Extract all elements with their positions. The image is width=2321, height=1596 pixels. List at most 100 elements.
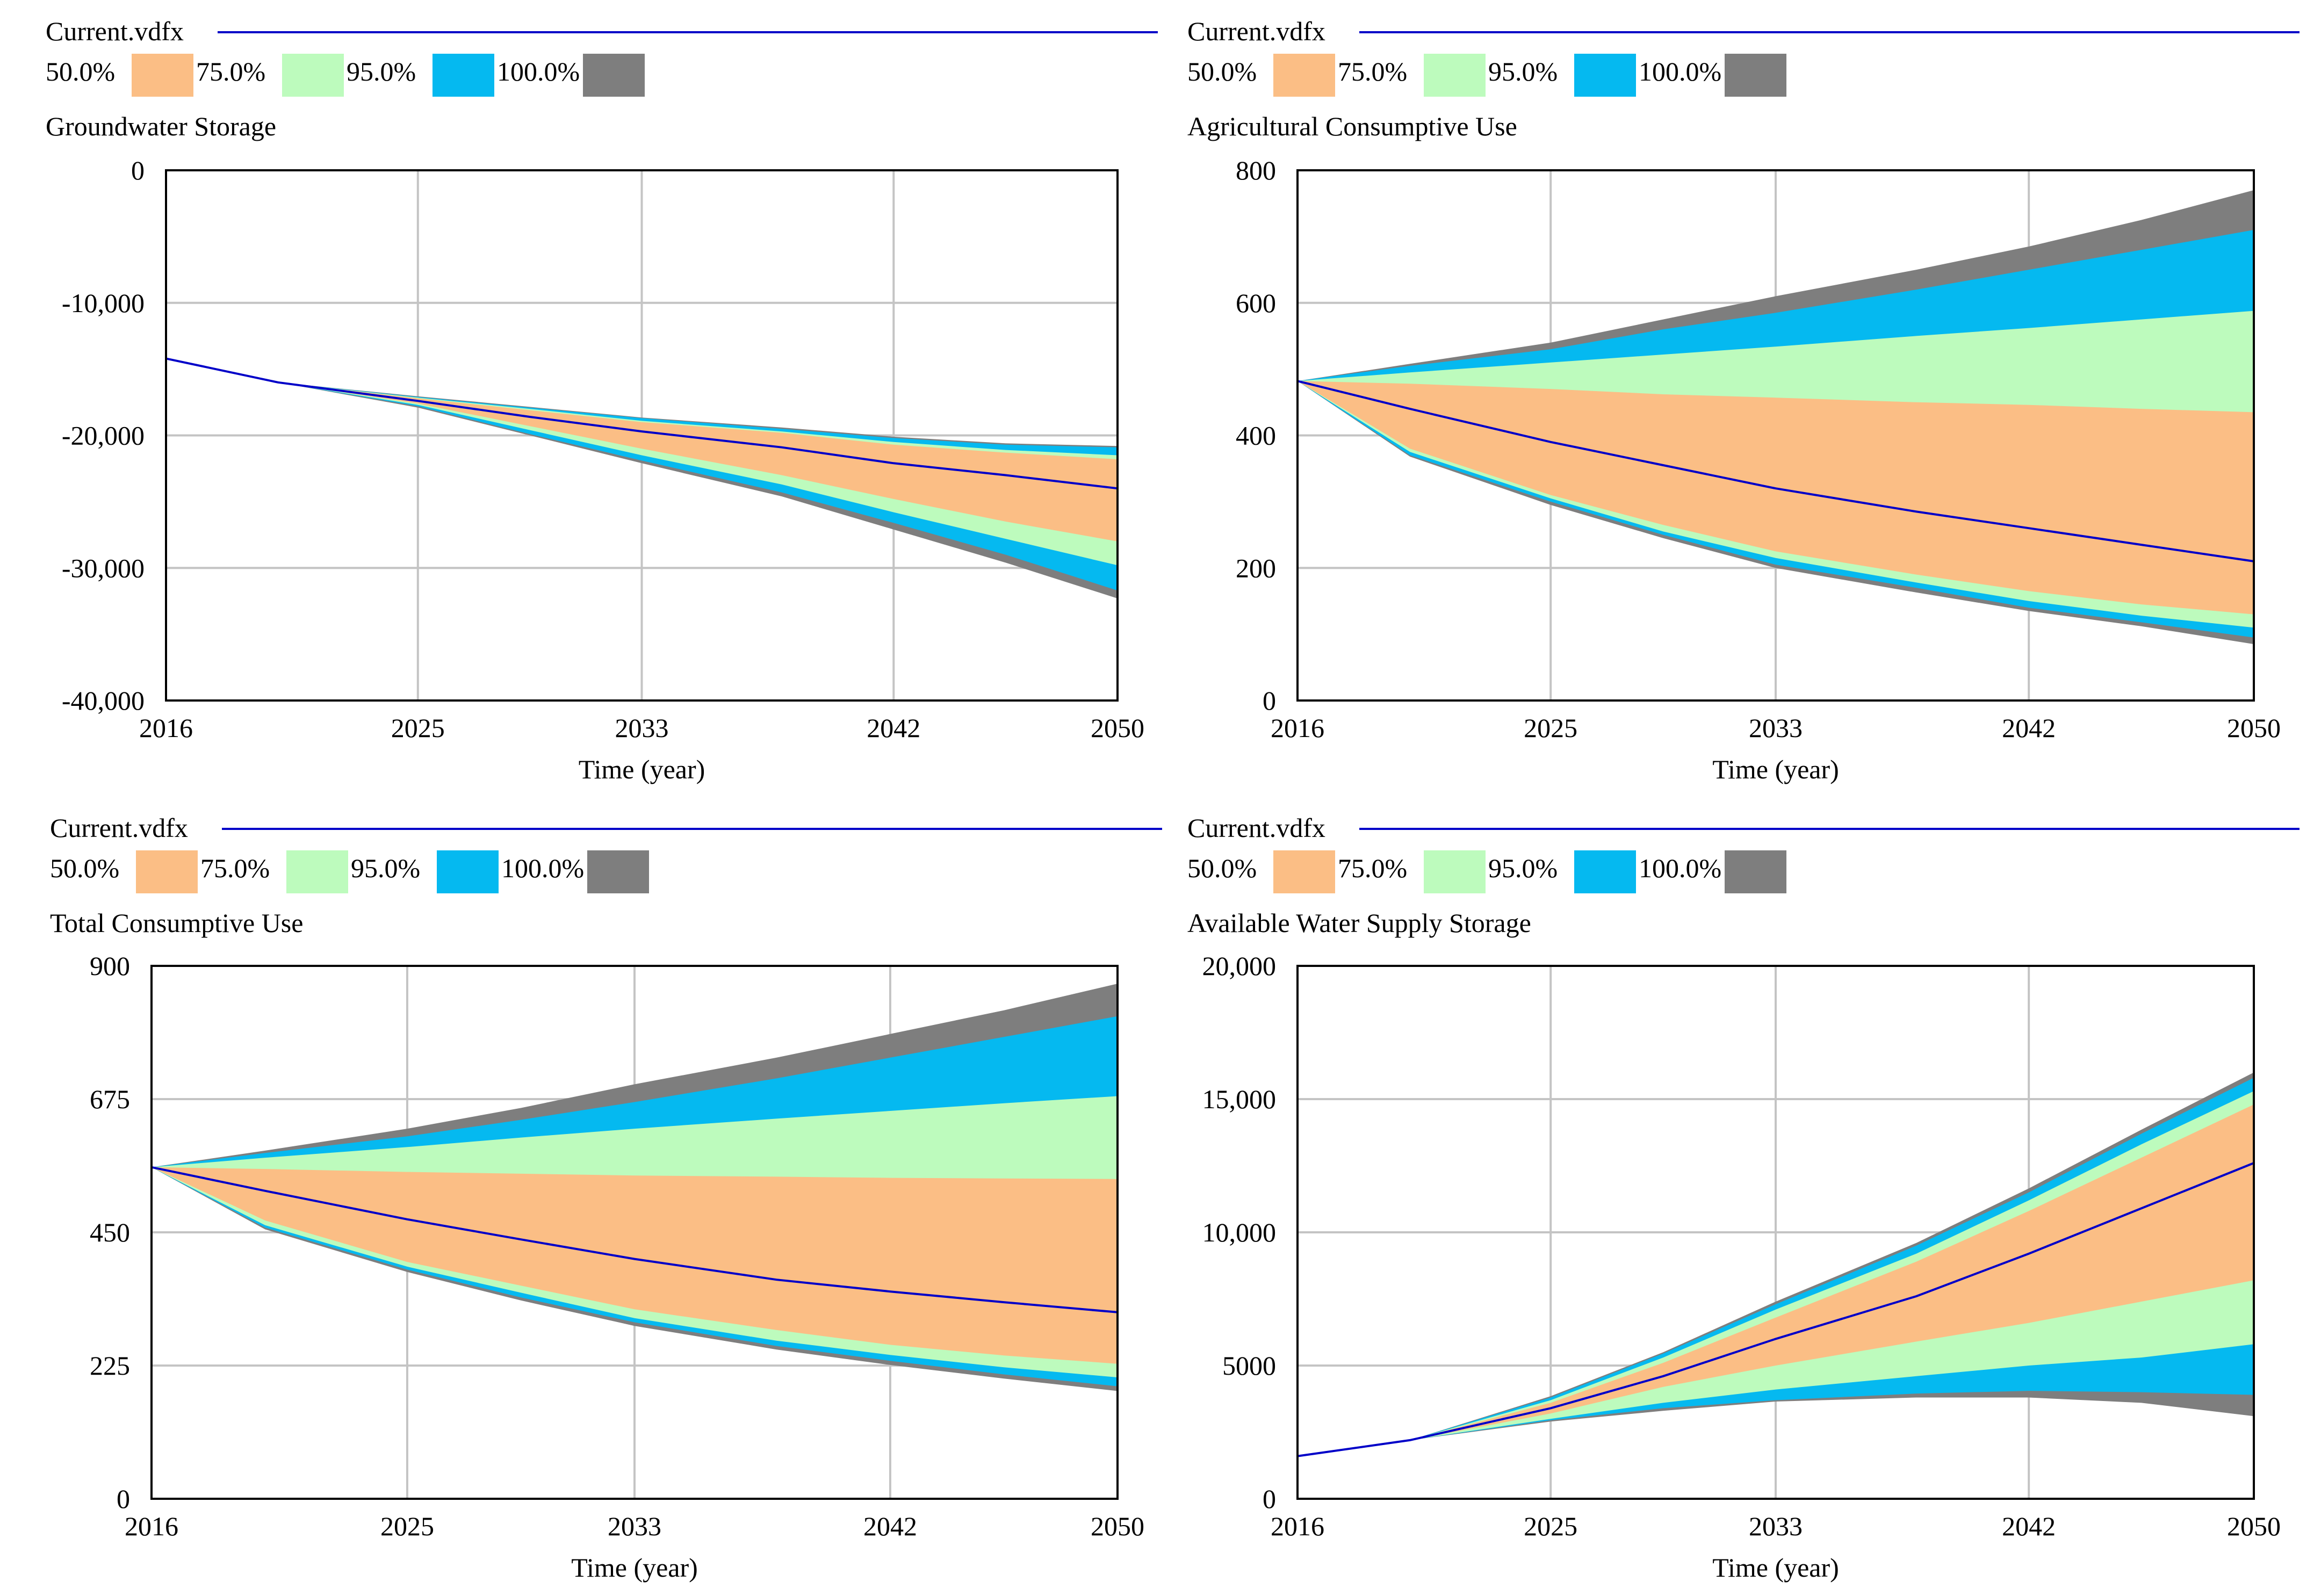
legend-swatch-2 — [1424, 54, 1486, 97]
plot-frame — [1296, 169, 2255, 702]
legend-swatch-1 — [132, 54, 193, 97]
chart-title: Total Consumptive Use — [50, 908, 303, 938]
y-tick-label: 0 — [131, 155, 145, 185]
x-tick-label: 2050 — [1091, 1511, 1144, 1541]
chart-title: Agricultural Consumptive Use — [1187, 111, 1517, 141]
y-tick-label: -10,000 — [62, 288, 145, 318]
legend-label-1: 50.0% — [1187, 56, 1257, 86]
legend-label-4: 100.0% — [1639, 853, 1721, 883]
y-tick-label: 400 — [1236, 421, 1276, 451]
median-series-line — [1297, 380, 2254, 562]
y-tick-label: 10,000 — [1202, 1217, 1277, 1247]
chart-title: Groundwater Storage — [46, 111, 276, 141]
x-tick-label: 2042 — [867, 713, 920, 743]
x-tick-label: 2025 — [1524, 1511, 1577, 1541]
y-tick-label: 450 — [90, 1217, 130, 1247]
legend-label-2: 75.0% — [1338, 853, 1407, 883]
median-series-line — [151, 1166, 1118, 1313]
legend-label-2: 75.0% — [200, 853, 270, 883]
y-tick-label: 20,000 — [1202, 951, 1277, 981]
x-tick-label: 2033 — [608, 1511, 661, 1541]
legend-swatch-4 — [587, 850, 649, 893]
x-tick-label: 2033 — [1749, 713, 1803, 743]
y-tick-label: 15,000 — [1202, 1084, 1277, 1114]
y-tick-label: 5000 — [1222, 1351, 1276, 1381]
chart-panel-1: Current.vdfx 50.0% 75.0% 95.0% 100.0% Groundw… — [46, 16, 1158, 784]
legend-swatch-2 — [1424, 850, 1486, 893]
legend-swatch-3 — [433, 54, 494, 97]
chart-panel-4: Current.vdfx 50.0% 75.0% 95.0% 100.0% Availab… — [1187, 813, 2300, 1583]
x-axis-label: Time (year) — [1712, 1552, 1839, 1583]
x-axis-label: Time (year) — [579, 754, 705, 784]
chart-panel-2: Current.vdfx 50.0% 75.0% 95.0% 100.0% Agricul… — [1187, 16, 2300, 784]
x-axis-label: Time (year) — [1712, 754, 1839, 784]
legend-label-4: 100.0% — [497, 56, 580, 86]
legend-swatch-3 — [1574, 850, 1636, 893]
y-tick-label: 800 — [1236, 155, 1276, 185]
legend-label-2: 75.0% — [196, 56, 265, 86]
legend-swatch-4 — [1725, 850, 1786, 893]
legend-swatch-3 — [437, 850, 499, 893]
x-tick-label: 2025 — [391, 713, 445, 743]
legend-swatch-2 — [282, 54, 344, 97]
legend-label-2: 75.0% — [1338, 56, 1407, 86]
run-label: Current.vdfx — [1187, 16, 1325, 46]
legend-label-1: 50.0% — [1187, 853, 1257, 883]
x-tick-label: 2033 — [615, 713, 669, 743]
legend-swatch-2 — [286, 850, 348, 893]
median-series-line — [165, 357, 1118, 490]
legend-label-4: 100.0% — [501, 853, 584, 883]
median-series-line — [1297, 1162, 2254, 1457]
legend-label-1: 50.0% — [46, 56, 115, 86]
legend-label-4: 100.0% — [1639, 56, 1721, 86]
x-tick-label: 2050 — [1091, 713, 1144, 743]
y-tick-label: 0 — [1263, 1484, 1276, 1514]
x-tick-label: 2016 — [1271, 713, 1324, 743]
y-tick-label: 200 — [1236, 553, 1276, 583]
y-tick-label: -20,000 — [62, 421, 145, 451]
plot-frame — [150, 965, 1119, 1500]
y-tick-label: 225 — [90, 1351, 130, 1381]
legend-swatch-4 — [583, 54, 645, 97]
x-tick-label: 2025 — [380, 1511, 434, 1541]
y-tick-label: 900 — [90, 951, 130, 981]
y-tick-label: 0 — [1263, 685, 1276, 716]
confidence-band-p50 — [1298, 1104, 2254, 1456]
y-tick-label: -40,000 — [62, 685, 145, 716]
x-tick-label: 2033 — [1749, 1511, 1803, 1541]
legend-label-3: 95.0% — [1488, 853, 1558, 883]
legend-swatch-1 — [136, 850, 198, 893]
x-tick-label: 2042 — [863, 1511, 917, 1541]
legend-swatch-1 — [1273, 54, 1335, 97]
legend-label-3: 95.0% — [1488, 56, 1558, 86]
plot-frame — [1296, 965, 2255, 1500]
x-tick-label: 2016 — [1271, 1511, 1324, 1541]
y-tick-label: 600 — [1236, 288, 1276, 318]
run-label: Current.vdfx — [50, 813, 188, 843]
legend-swatch-3 — [1574, 54, 1636, 97]
x-tick-label: 2050 — [2227, 1511, 2281, 1541]
x-axis-label: Time (year) — [571, 1552, 698, 1583]
y-tick-label: 0 — [117, 1484, 130, 1514]
x-tick-label: 2042 — [2002, 713, 2056, 743]
chart-panel-3: Current.vdfx 50.0% 75.0% 95.0% 100.0% Total C… — [50, 813, 1162, 1583]
legend-label-3: 95.0% — [347, 56, 416, 86]
legend-swatch-4 — [1725, 54, 1786, 97]
legend-label-3: 95.0% — [351, 853, 420, 883]
y-tick-label: -30,000 — [62, 553, 145, 583]
legend-swatch-1 — [1273, 850, 1335, 893]
plot-frame — [165, 169, 1119, 702]
run-label: Current.vdfx — [1187, 813, 1325, 843]
x-tick-label: 2050 — [2227, 713, 2281, 743]
x-tick-label: 2016 — [125, 1511, 178, 1541]
x-tick-label: 2016 — [139, 713, 193, 743]
run-label: Current.vdfx — [46, 16, 184, 46]
chart-title: Available Water Supply Storage — [1187, 908, 1531, 938]
x-tick-label: 2025 — [1524, 713, 1577, 743]
confidence-band-p75 — [1298, 1091, 2254, 1456]
confidence-band-p50 — [166, 358, 1118, 541]
y-tick-label: 675 — [90, 1084, 130, 1114]
x-tick-label: 2042 — [2002, 1511, 2056, 1541]
legend-label-1: 50.0% — [50, 853, 119, 883]
